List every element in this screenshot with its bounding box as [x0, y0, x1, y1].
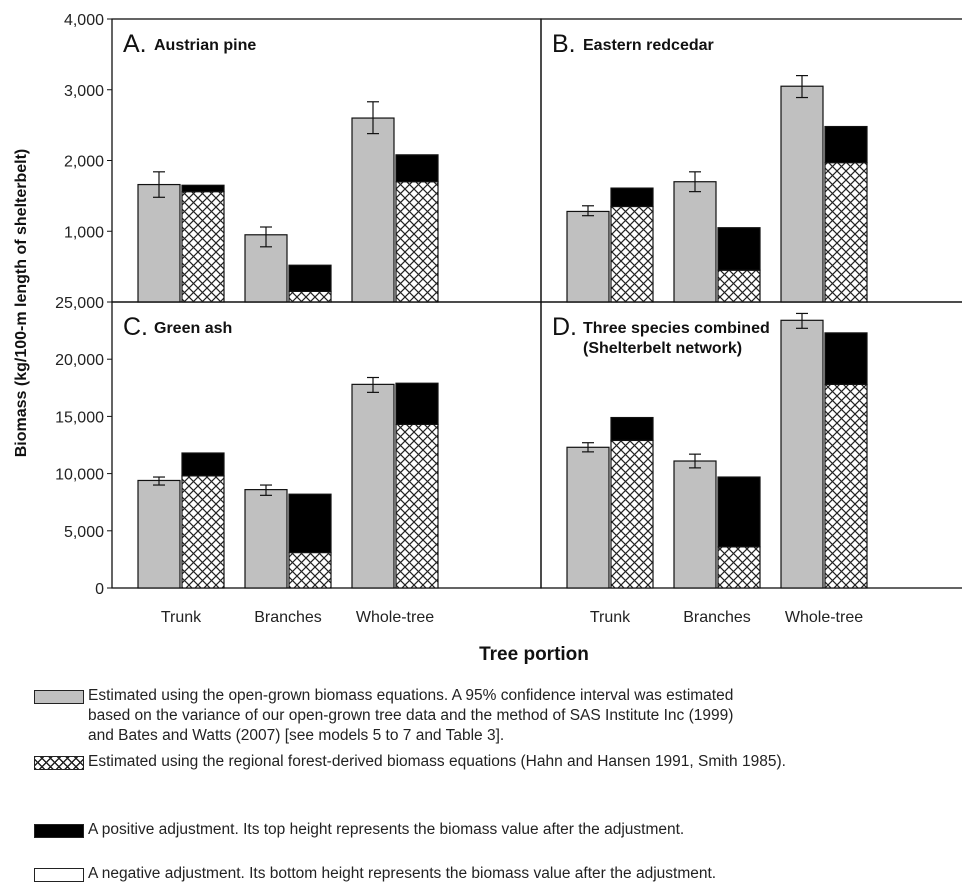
panel-letter: D. [552, 313, 577, 341]
y-tick-label: 2,000 [64, 154, 104, 171]
bar-regional [395, 423, 439, 589]
panel-title: (Shelterbelt network) [583, 340, 742, 357]
bar-positive-adjustment [717, 476, 761, 548]
bar-positive-adjustment [824, 125, 868, 164]
panel-letter: A. [123, 30, 147, 58]
bar-positive-adjustment [181, 184, 225, 193]
biomass-chart: 1,000 2,000 3,000 4,000 A. Austrian pine B. Eas… [13, 12, 962, 665]
x-tick-label: Whole-tree [785, 609, 863, 626]
bar-regional [288, 290, 332, 303]
bar-regional [610, 439, 654, 589]
panel-letter: C. [123, 313, 148, 341]
panel-title: Eastern redcedar [583, 37, 714, 54]
legend-swatch-open-grown [34, 690, 84, 704]
bar-positive-adjustment [288, 264, 332, 292]
y-tick-label: 0 [95, 581, 104, 598]
y-tick-label: 1,000 [64, 224, 104, 241]
x-tick-label: Branches [254, 609, 322, 626]
legend-text-negative: A negative adjustment. Its bottom height… [88, 865, 717, 882]
bar-open-grown [137, 183, 181, 303]
bar-positive-adjustment [610, 416, 654, 442]
x-tick-label: Trunk [590, 609, 631, 626]
legend-text-regional: Estimated using the regional forest-deri… [88, 753, 786, 770]
bar-positive-adjustment [717, 227, 761, 271]
y-axis-label: Biomass (kg/100-m length of shelterbelt) [13, 149, 30, 458]
bar-open-grown [673, 181, 717, 303]
x-tick-label: Trunk [161, 609, 202, 626]
panel-letter: B. [552, 30, 576, 58]
bar-open-grown [244, 489, 288, 589]
bar-open-grown [351, 383, 395, 589]
legend-swatch-regional [34, 756, 84, 770]
panel-title: Green ash [154, 320, 232, 337]
bar-positive-adjustment [395, 382, 439, 426]
bar-regional [288, 551, 332, 589]
bar-open-grown [673, 460, 717, 589]
bar-positive-adjustment [610, 187, 654, 208]
bar-positive-adjustment [288, 493, 332, 554]
bar-positive-adjustment [181, 452, 225, 477]
y-tick-label: 5,000 [64, 524, 104, 541]
legend-text-open-grown: Estimated using the open-grown biomass e… [88, 687, 734, 744]
x-tick-label: Whole-tree [356, 609, 434, 626]
legend-item-positive: A positive adjustment. Its top height re… [34, 820, 958, 840]
x-tick-label: Branches [683, 609, 751, 626]
y-tick-label: 20,000 [55, 352, 104, 369]
y-tick-label: 10,000 [55, 467, 104, 484]
bar-regional [395, 181, 439, 303]
bar-regional [824, 383, 868, 589]
legend-item-regional: Estimated using the regional forest-deri… [34, 752, 958, 772]
bar-regional [181, 191, 225, 303]
bar-regional [610, 205, 654, 303]
bar-open-grown [566, 210, 610, 303]
bar-positive-adjustment [395, 154, 439, 183]
bar-open-grown [780, 319, 824, 589]
bar-regional [717, 546, 761, 589]
y-tick-label: 25,000 [55, 295, 104, 312]
bar-open-grown [351, 117, 395, 303]
legend-swatch-negative [34, 868, 84, 882]
legend-text-positive: A positive adjustment. Its top height re… [88, 821, 685, 838]
legend-swatch-positive [34, 824, 84, 838]
bar-positive-adjustment [824, 332, 868, 385]
y-tick-label: 15,000 [55, 409, 104, 426]
y-tick-label: 4,000 [64, 12, 104, 29]
legend-item-open-grown: Estimated using the open-grown biomass e… [34, 686, 958, 746]
panel-title: Austrian pine [154, 37, 256, 54]
x-axis-label: Tree portion [479, 644, 589, 665]
panel-title: Three species combined [583, 320, 770, 337]
bar-open-grown [780, 85, 824, 303]
plot-area: 1,000 2,000 3,000 4,000 A. Austrian pine B. Eas… [55, 12, 962, 626]
bar-open-grown [566, 446, 610, 589]
bar-regional [181, 475, 225, 589]
y-tick-label: 3,000 [64, 83, 104, 100]
bar-regional [824, 162, 868, 303]
bar-open-grown [137, 479, 181, 589]
bar-regional [717, 269, 761, 303]
legend-item-negative: A negative adjustment. Its bottom height… [34, 864, 958, 884]
